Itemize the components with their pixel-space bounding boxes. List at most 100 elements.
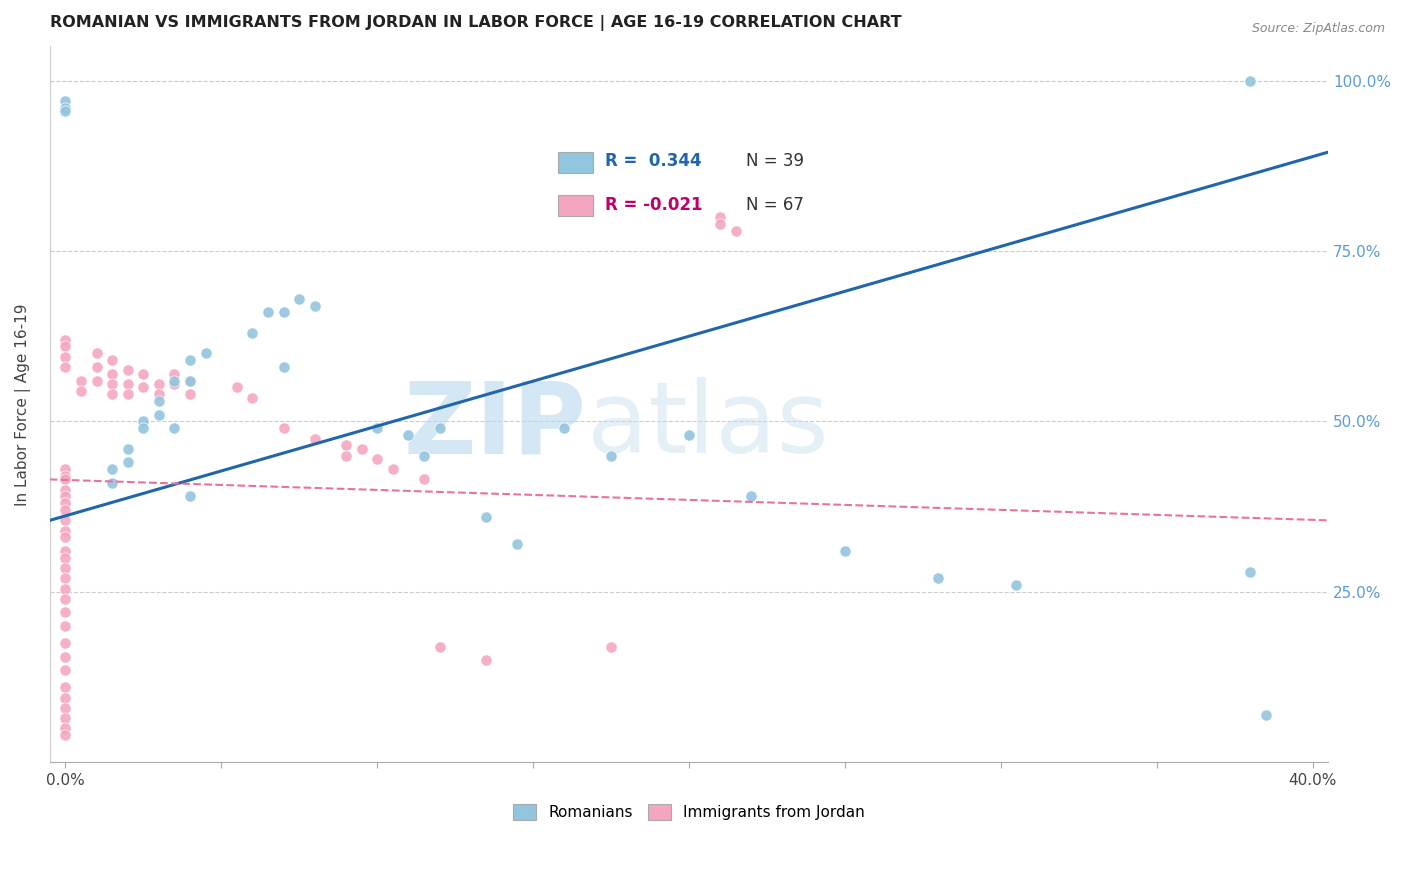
Point	[53, 606, 76, 620]
Point	[475, 510, 498, 524]
Point	[53, 339, 76, 353]
Point	[86, 374, 108, 388]
Point	[53, 483, 76, 497]
Point	[273, 305, 295, 319]
Text: R =  0.344: R = 0.344	[605, 153, 702, 170]
Point	[53, 561, 76, 575]
Point	[429, 640, 451, 654]
Point	[132, 421, 155, 435]
Point	[53, 524, 76, 538]
Point	[86, 359, 108, 374]
Point	[163, 376, 186, 391]
Text: ZIP: ZIP	[404, 377, 586, 475]
Point	[288, 292, 311, 306]
Point	[242, 326, 264, 340]
Point	[1239, 565, 1261, 579]
Point	[304, 299, 326, 313]
Point	[117, 376, 139, 391]
Point	[53, 690, 76, 705]
Point	[381, 462, 404, 476]
Text: ROMANIAN VS IMMIGRANTS FROM JORDAN IN LABOR FORCE | AGE 16-19 CORRELATION CHART: ROMANIAN VS IMMIGRANTS FROM JORDAN IN LA…	[49, 15, 901, 31]
Point	[53, 503, 76, 517]
Point	[53, 649, 76, 664]
Point	[413, 449, 436, 463]
Point	[53, 472, 76, 486]
Point	[335, 449, 357, 463]
Point	[101, 387, 124, 401]
Point	[53, 582, 76, 596]
Point	[709, 210, 731, 224]
Point	[53, 94, 76, 108]
Point	[304, 432, 326, 446]
Text: atlas: atlas	[586, 377, 828, 475]
Point	[179, 374, 201, 388]
Point	[86, 346, 108, 360]
Point	[257, 305, 280, 319]
Point	[53, 728, 76, 742]
Point	[70, 374, 93, 388]
Point	[53, 104, 76, 119]
Point	[194, 346, 217, 360]
Text: Source: ZipAtlas.com: Source: ZipAtlas.com	[1251, 22, 1385, 36]
Point	[1239, 73, 1261, 87]
Point	[53, 333, 76, 347]
Point	[413, 472, 436, 486]
Point	[148, 394, 170, 409]
Point	[70, 384, 93, 398]
Point	[1254, 707, 1277, 722]
Point	[396, 428, 419, 442]
Point	[53, 681, 76, 695]
Point	[506, 537, 529, 551]
FancyBboxPatch shape	[558, 195, 593, 216]
Point	[53, 350, 76, 364]
Point	[740, 490, 762, 504]
Point	[101, 353, 124, 368]
Point	[242, 391, 264, 405]
Point	[366, 421, 388, 435]
Point	[53, 636, 76, 650]
Point	[179, 353, 201, 368]
Point	[927, 571, 949, 585]
Point	[350, 442, 373, 456]
Text: N = 39: N = 39	[747, 153, 804, 170]
Point	[179, 387, 201, 401]
Point	[53, 550, 76, 565]
Point	[53, 462, 76, 476]
Point	[148, 408, 170, 422]
Point	[117, 363, 139, 377]
Point	[117, 387, 139, 401]
Point	[132, 367, 155, 381]
Text: N = 67: N = 67	[747, 195, 804, 214]
Point	[148, 376, 170, 391]
Point	[709, 217, 731, 231]
Y-axis label: In Labor Force | Age 16-19: In Labor Force | Age 16-19	[15, 303, 31, 506]
Point	[53, 591, 76, 606]
Point	[163, 374, 186, 388]
Point	[834, 544, 856, 558]
Point	[553, 421, 575, 435]
Point	[163, 367, 186, 381]
Point	[1005, 578, 1028, 592]
Point	[335, 438, 357, 452]
Point	[132, 415, 155, 429]
Point	[117, 442, 139, 456]
Point	[53, 359, 76, 374]
FancyBboxPatch shape	[558, 152, 593, 173]
Point	[179, 490, 201, 504]
Point	[117, 455, 139, 469]
Point	[53, 571, 76, 585]
Point	[101, 475, 124, 490]
Point	[273, 421, 295, 435]
Point	[724, 223, 747, 237]
Point	[366, 452, 388, 467]
Point	[225, 380, 247, 394]
Text: R = -0.021: R = -0.021	[605, 195, 703, 214]
Point	[179, 374, 201, 388]
Point	[53, 490, 76, 504]
Point	[53, 101, 76, 115]
Point	[475, 653, 498, 667]
Point	[53, 619, 76, 633]
Point	[53, 711, 76, 725]
Point	[101, 367, 124, 381]
Point	[101, 376, 124, 391]
